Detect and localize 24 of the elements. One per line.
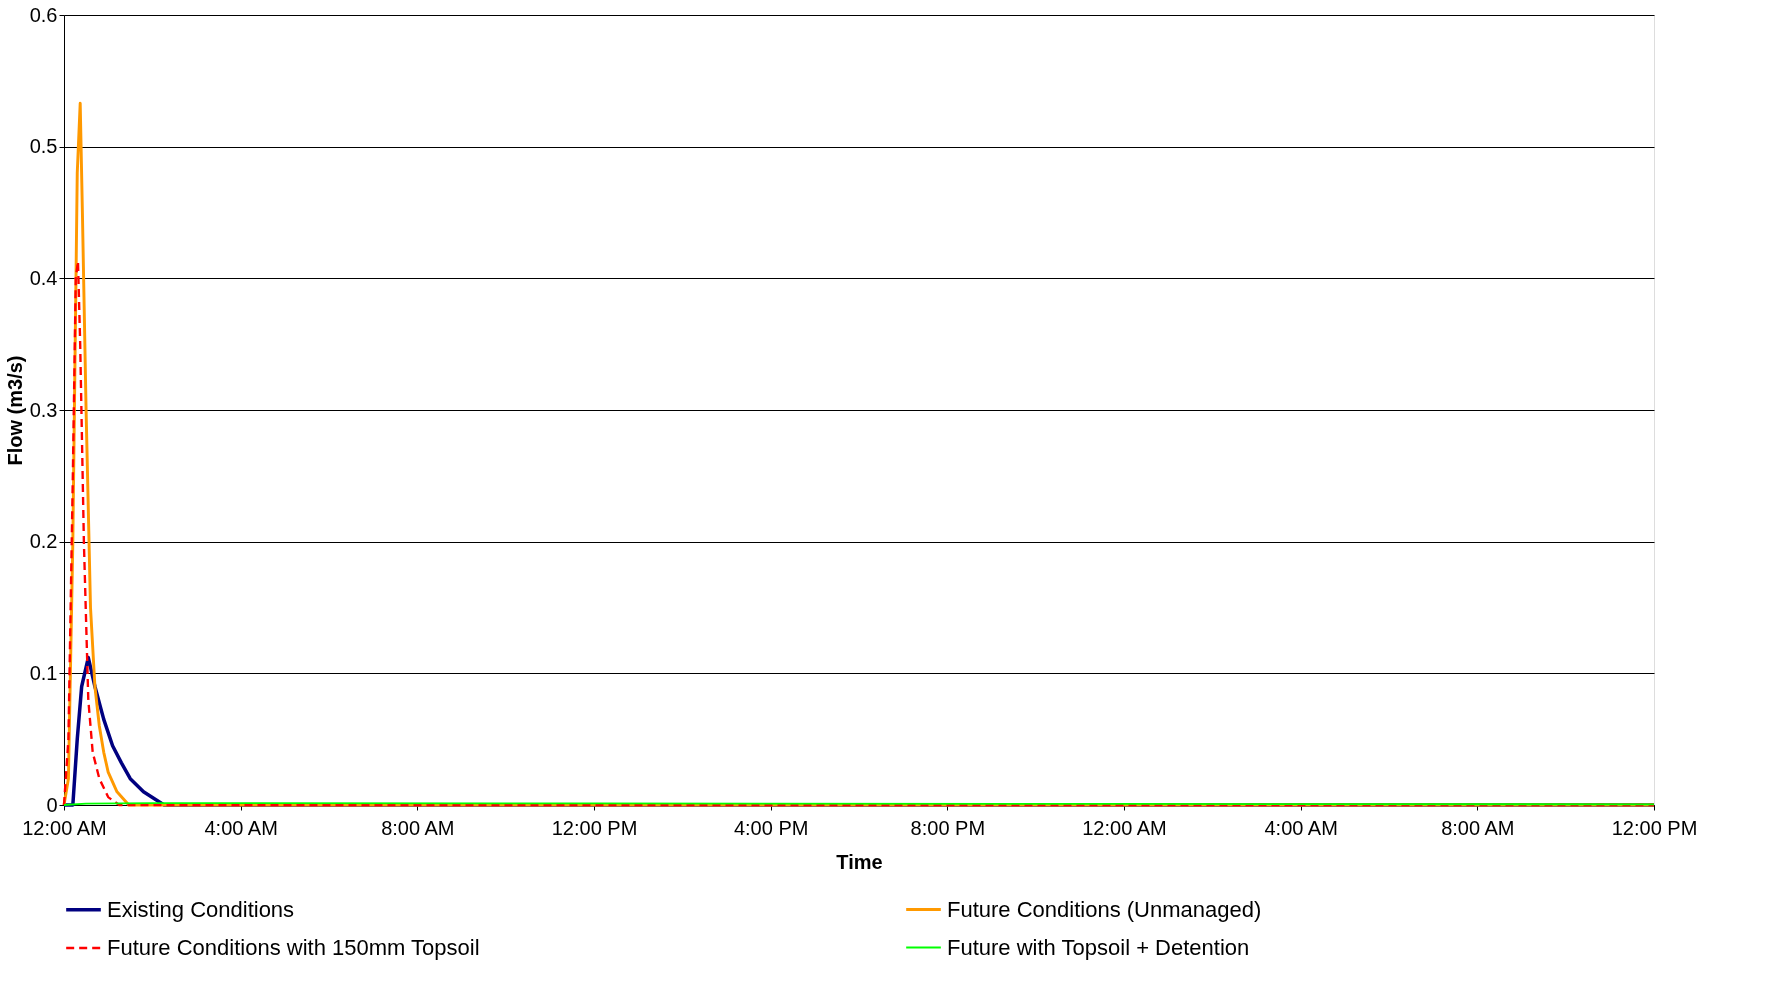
y-tick-label: 0.2 [29,530,58,553]
y-tick-label: 0 [46,793,58,816]
y-tick-label: 0.6 [29,3,58,26]
x-tick-label: 4:00 AM [1264,816,1338,839]
x-tick-label: 12:00 AM [22,816,107,839]
y-tick-label: 0.3 [29,398,58,421]
legend-label: Future Conditions (Unmanaged) [947,896,1262,922]
x-tick-label: 4:00 AM [204,816,278,839]
line-series [62,260,1656,807]
y-tick-label: 0.1 [29,661,58,684]
x-tick-label: 4:00 PM [733,816,809,839]
x-tick-label: 12:00 PM [551,816,638,839]
legend-label: Future Conditions with 150mm Topsoil [107,935,480,960]
x-tick-label: 8:00 AM [1441,816,1515,839]
y-tick-label: 0.4 [29,266,58,289]
x-tick-label: 12:00 AM [1082,816,1167,839]
y-axis-title: Flow (m3/s) [3,355,26,466]
x-tick-label: 8:00 AM [381,816,455,839]
x-tick-label: 8:00 PM [910,816,986,839]
x-axis-title: Time [836,850,883,873]
y-tick-label: 0.5 [29,135,58,158]
legend-label: Existing Conditions [107,896,295,922]
legend-label: Future with Topsoil + Detention [947,934,1250,960]
x-tick-label: 12:00 PM [1611,816,1698,839]
